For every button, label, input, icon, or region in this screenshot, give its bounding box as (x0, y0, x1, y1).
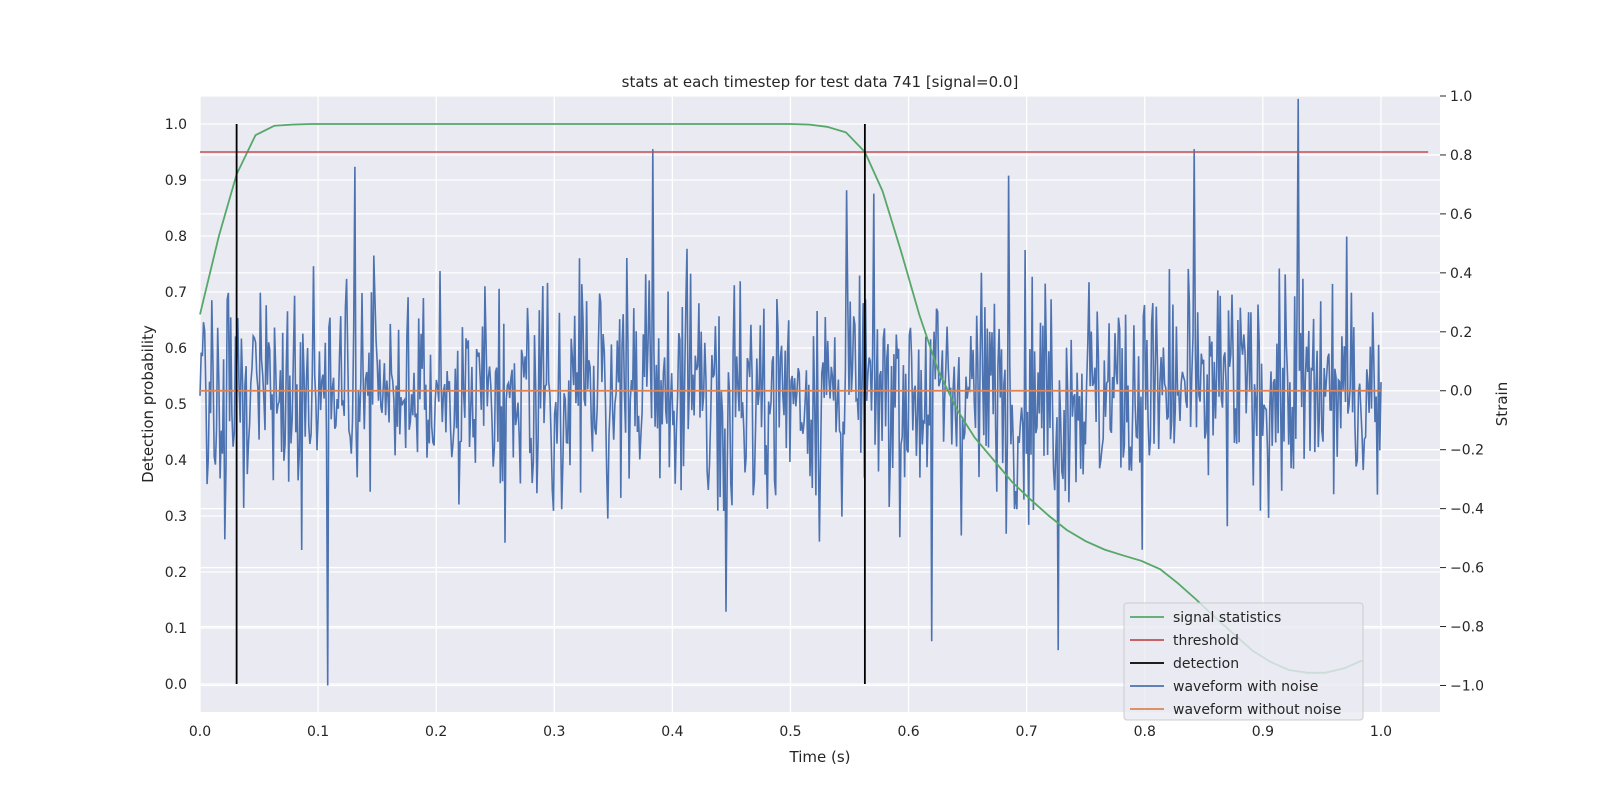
y-left-tick-label: 0.2 (165, 565, 187, 581)
y-left-tick-label: 0.5 (165, 397, 187, 413)
legend-label-waveform-without-noise: waveform without noise (1173, 702, 1341, 718)
y-left-tick-label: 0.0 (165, 677, 187, 693)
legend-label-waveform-with-noise: waveform with noise (1173, 679, 1318, 695)
x-tick-label: 0.5 (779, 724, 801, 740)
y-left-tick-label: 1.0 (165, 117, 187, 133)
y-left-tick-label: 0.8 (165, 229, 187, 245)
x-tick-label: 0.4 (661, 724, 683, 740)
x-tick-label: 1.0 (1370, 724, 1392, 740)
x-tick-label: 0.1 (307, 724, 329, 740)
x-tick-label: 0.2 (425, 724, 447, 740)
y-left-axis-label: Detection probability (139, 325, 157, 483)
y-left-tick-label: 0.4 (165, 453, 187, 469)
x-tick-label: 0.8 (1134, 724, 1156, 740)
y-right-axis-label: Strain (1493, 382, 1511, 426)
y-right-tick-label: 0.6 (1450, 207, 1472, 223)
y-right-tick-labels: −1.0 −0.8 −0.6 −0.4 −0.2 0.0 0.2 0.4 0.6 0.8 1.0 (1440, 89, 1484, 694)
y-right-tick-label: −0.4 (1450, 502, 1484, 518)
y-right-tick-label: −0.2 (1450, 443, 1484, 459)
y-right-tick-label: 0.0 (1450, 384, 1472, 400)
y-right-tick-label: −0.6 (1450, 561, 1484, 577)
y-left-tick-label: 0.7 (165, 285, 187, 301)
x-axis-label: Time (s) (789, 748, 851, 766)
x-tick-labels: 0.0 0.1 0.2 0.3 0.4 0.5 0.6 0.7 0.8 0.9 1.0 (189, 724, 1392, 740)
chart-title: stats at each timestep for test data 741… (622, 73, 1019, 91)
legend: signal statistics threshold detection wa… (1123, 602, 1364, 721)
legend-label-threshold: threshold (1173, 633, 1239, 649)
y-left-tick-labels: 0.0 0.1 0.2 0.3 0.4 0.5 0.6 0.7 0.8 0.9 1.0 (165, 117, 187, 693)
x-tick-label: 0.7 (1016, 724, 1038, 740)
x-tick-label: 0.6 (897, 724, 919, 740)
y-left-tick-label: 0.9 (165, 173, 187, 189)
y-left-tick-label: 0.1 (165, 621, 187, 637)
legend-frame (1123, 602, 1364, 721)
x-tick-label: 0.0 (189, 724, 211, 740)
y-right-tick-label: 1.0 (1450, 89, 1472, 105)
legend-label-signal-statistics: signal statistics (1173, 610, 1281, 626)
y-right-tick-label: 0.2 (1450, 325, 1472, 341)
y-right-tick-label: 0.4 (1450, 266, 1472, 282)
y-right-tick-label: −1.0 (1450, 678, 1484, 694)
y-left-tick-label: 0.6 (165, 341, 187, 357)
series-layer (199, 98, 1429, 686)
y-left-tick-label: 0.3 (165, 509, 187, 525)
y-right-tick-label: −0.8 (1450, 620, 1484, 636)
y-right-tick-label: 0.8 (1450, 148, 1472, 164)
legend-label-detection: detection (1173, 656, 1239, 672)
x-tick-label: 0.3 (543, 724, 565, 740)
series-waveform-with-noise (199, 98, 1382, 686)
x-tick-label: 0.9 (1252, 724, 1274, 740)
